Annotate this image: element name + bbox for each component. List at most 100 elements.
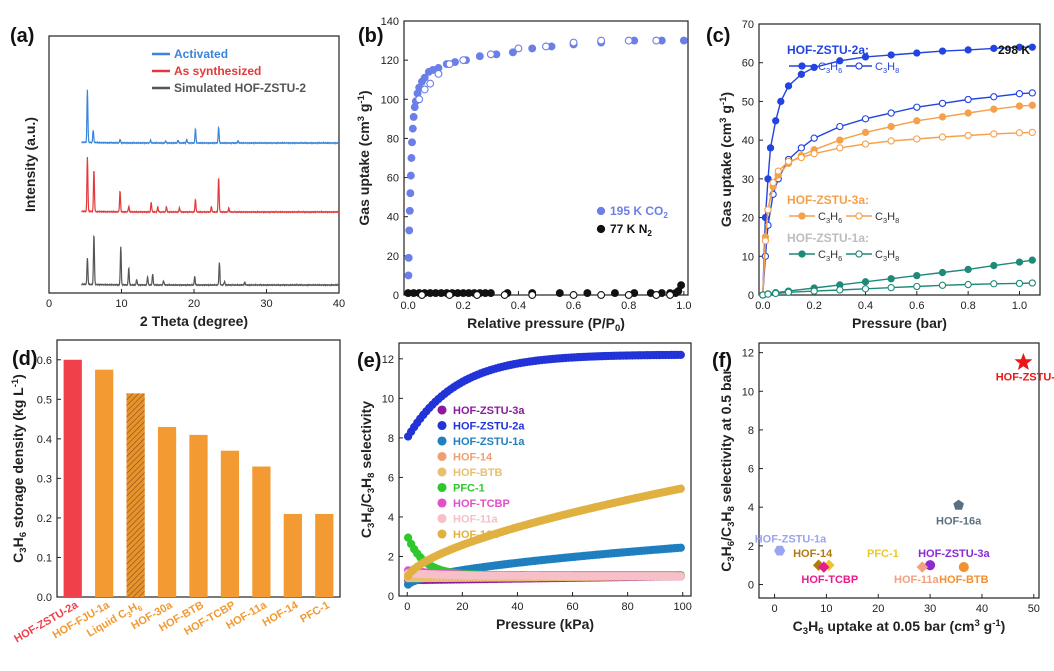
panel-c-point (938, 268, 947, 277)
panel-c-point (887, 275, 895, 283)
panel-c-point (810, 63, 818, 72)
panel-a-xtick-label: 40 (333, 298, 345, 310)
panel-b-xlabel: Relative pressure (P/P0) (467, 315, 625, 334)
panel-e-legend-label: HOF-TCBP (453, 498, 510, 510)
panel-f-point-label: HOF-ZSTU-1a (755, 534, 827, 546)
panel-e-legend-swatch (437, 513, 447, 524)
panel-c-point (964, 280, 972, 289)
panel-a-xtick-label: 20 (188, 298, 200, 310)
panel-c-legend-label: C3H8 (875, 249, 899, 263)
panel-c-legend-label: C3H8 (875, 61, 899, 75)
panel-b-ylabel: Gas uptake (cm3 g-1) (356, 90, 372, 225)
panel-c-point (990, 261, 998, 270)
panel-c-point (964, 131, 972, 140)
panel-c-legend-group: HOF-ZSTU-2a: (787, 43, 869, 57)
panel-c-xtick-label: 0.0 (755, 300, 770, 312)
panel-b-legend-label: 77 K N2 (610, 222, 652, 238)
panel-b-legend-swatch (596, 206, 606, 216)
panel-f-ytick-label: 4 (748, 502, 754, 514)
panel-b-point (445, 291, 454, 299)
panel-b-point (624, 36, 633, 45)
panel-d-bar (126, 393, 145, 597)
panel-c-point (810, 150, 818, 158)
panel-b-point (405, 226, 414, 235)
panel-c-point (836, 57, 844, 65)
panel-c-point (964, 95, 972, 104)
panel-b-point (415, 95, 424, 104)
panel-f-point (953, 499, 964, 510)
panel-b-point (426, 79, 435, 88)
panel-d-ytick-label: 0.4 (37, 434, 52, 446)
panel-f-xtick-label: 40 (976, 603, 988, 615)
panel-e-legend-label: HOF-BTB (453, 467, 503, 479)
panel-e-xtick-label: 80 (622, 601, 634, 613)
panel-c-point (861, 115, 870, 123)
panel-c-point (887, 109, 895, 117)
panel-f-label: (f) (712, 350, 732, 372)
panel-c-legend-swatch (855, 212, 863, 220)
panel-c-legend-label: C3H8 (875, 211, 899, 225)
panel-c-point (990, 130, 998, 138)
panel-e-ytick-label: 4 (388, 512, 394, 524)
panel-b-point (610, 289, 619, 297)
panel-b-point (473, 291, 482, 299)
panel-c-point (772, 289, 780, 298)
panel-e-point (676, 484, 685, 493)
panel-d-label: (d) (12, 348, 38, 370)
panel-a-legend-label: Simulated HOF-ZSTU-2 (174, 81, 306, 95)
panel-c-point (990, 44, 998, 53)
panel-a-legend-label: As synthesized (174, 64, 261, 78)
panel-c-xtick-label: 0.8 (960, 300, 975, 312)
panel-f-point-label: HOF-ZSTU-3a (918, 548, 990, 560)
panel-e-point (676, 572, 685, 581)
panel-b-point (624, 291, 633, 299)
panel-c-point (1028, 256, 1036, 264)
panel-a-xtick-label: 10 (115, 298, 127, 310)
panel-c-point (938, 99, 947, 108)
panel-d-bar (189, 434, 208, 597)
panel-a-series-line (81, 89, 340, 146)
panel-c-point (766, 144, 775, 152)
panel-a-series-line (81, 156, 340, 215)
panel-f-point-label: HOF-11a (894, 574, 940, 586)
panel-b-point (409, 112, 418, 121)
panel-c-xtick-label: 0.6 (909, 300, 924, 312)
panel-f-ytick-label: 12 (742, 348, 754, 360)
panel-e-ytick-label: 2 (388, 551, 394, 563)
panel-c-point (913, 103, 921, 111)
panel-c-point (990, 105, 998, 113)
panel-b-xtick-label: 1.0 (676, 300, 691, 312)
panel-f-point-label: HOF-ZSTU-2a (996, 371, 1054, 383)
panel-b-xtick-label: 0.4 (511, 300, 526, 312)
panel-c-point (797, 70, 805, 78)
panel-c-xtick-label: 1.0 (1012, 300, 1027, 312)
panel-e-ytick-label: 8 (388, 433, 394, 445)
panel-e-point (676, 350, 685, 360)
panel-b-ytick-label: 100 (381, 94, 399, 106)
panel-c-point (913, 117, 921, 125)
panel-e-legend-swatch (437, 498, 447, 508)
panel-d-ytick-label: 0.0 (37, 592, 52, 604)
panel-b-point (405, 206, 414, 215)
panel-f-point (774, 545, 786, 556)
panel-c-point (913, 282, 921, 291)
panel-b-point (583, 289, 592, 297)
panel-c-ytick-label: 60 (742, 58, 754, 70)
panel-e-ytick-label: 0 (388, 591, 394, 603)
panel-e-point (676, 543, 685, 552)
panel-f-point-label: HOF-BTB (939, 574, 989, 586)
panel-b-xtick-label: 0.8 (621, 300, 636, 312)
panel-f-point (925, 560, 936, 571)
panel-d-bar (252, 466, 271, 597)
panel-b-point (528, 44, 537, 53)
panel-c-point (810, 134, 818, 142)
panel-c-point (861, 140, 870, 148)
panel-c-point (1015, 258, 1024, 266)
panel-e-legend-label: PFC-1 (453, 483, 485, 495)
panel-d-category-label: HOF-14 (260, 599, 301, 629)
panel-f-ylabel: C3H6/C3H8 selectivity at 0.5 bar (718, 369, 737, 572)
panel-b-point (445, 60, 454, 69)
panel-c-point (764, 206, 772, 214)
panel-b-point (597, 36, 606, 45)
panel-f-ytick-label: 6 (748, 464, 754, 476)
